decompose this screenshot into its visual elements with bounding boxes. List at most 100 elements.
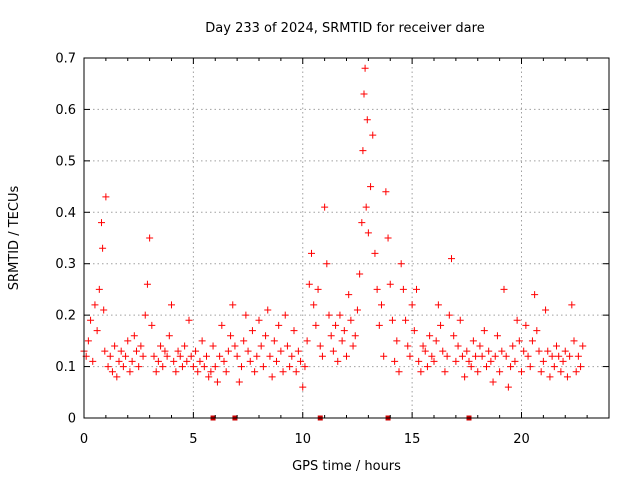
data-point	[380, 352, 388, 360]
data-point	[312, 321, 320, 329]
data-point	[553, 342, 560, 350]
data-point	[165, 332, 173, 340]
data-point	[207, 368, 215, 376]
data-point	[240, 337, 248, 345]
data-point	[248, 327, 256, 335]
data-point	[559, 357, 567, 365]
data-point	[332, 321, 340, 329]
data-point	[279, 368, 287, 376]
axis-ticks: 0 0.1 0.2 0.3 0.4 0.5 0.6 0.7 0 5 10 15 20	[55, 52, 610, 447]
data-point	[227, 332, 235, 340]
data-point	[200, 363, 208, 371]
data-point	[209, 342, 217, 350]
data-point	[111, 342, 119, 350]
data-point	[99, 244, 107, 252]
data-point	[391, 357, 399, 365]
data-point	[522, 321, 530, 329]
data-point	[152, 368, 160, 376]
data-point	[218, 321, 226, 329]
data-point	[359, 147, 367, 155]
data-point	[491, 352, 499, 360]
data-point	[577, 363, 585, 371]
data-point	[489, 378, 497, 386]
data-point	[122, 352, 130, 360]
data-point	[148, 321, 156, 329]
data-point	[402, 316, 410, 324]
data-point	[211, 363, 219, 371]
data-point	[542, 306, 550, 314]
data-point	[364, 229, 372, 237]
data-point	[246, 357, 254, 365]
data-point	[498, 347, 506, 355]
data-point	[496, 368, 504, 376]
data-point	[310, 301, 318, 309]
data-point	[415, 357, 423, 365]
data-point	[467, 363, 475, 371]
data-point	[483, 363, 490, 371]
data-point	[406, 352, 414, 360]
data-point	[351, 332, 359, 340]
data-point	[150, 352, 158, 360]
data-point	[338, 337, 346, 345]
y-tick-label: 0.4	[55, 206, 76, 221]
data-point	[526, 363, 534, 371]
data-point	[104, 363, 112, 371]
data-point	[450, 332, 458, 340]
y-tick-label: 0.2	[55, 309, 76, 324]
data-point	[539, 357, 547, 365]
data-point	[168, 301, 175, 309]
data-point	[404, 342, 412, 350]
data-point	[531, 291, 539, 299]
data-point	[106, 352, 114, 360]
data-point	[515, 337, 523, 345]
data-point	[321, 203, 329, 211]
data-point	[266, 352, 274, 360]
data-point	[181, 342, 189, 350]
data-point	[441, 368, 449, 376]
data-point	[128, 357, 136, 365]
data-point	[231, 342, 239, 350]
data-point	[399, 285, 407, 293]
data-point	[566, 352, 574, 360]
data-point	[550, 363, 558, 371]
data-point	[216, 352, 224, 360]
data-point	[308, 249, 315, 257]
data-point	[115, 357, 123, 365]
data-point	[537, 368, 545, 376]
data-point	[445, 311, 453, 319]
data-point	[334, 357, 342, 365]
data-point	[410, 327, 418, 335]
data-point	[84, 337, 92, 345]
data-point	[373, 285, 381, 293]
data-point	[108, 368, 116, 376]
x-tick-label: 10	[294, 432, 311, 447]
data-point	[443, 352, 451, 360]
data-point	[454, 342, 462, 350]
data-point	[548, 352, 556, 360]
data-point	[509, 342, 517, 350]
data-point	[524, 352, 532, 360]
y-tick-label: 0.6	[55, 103, 76, 118]
data-point	[535, 347, 543, 355]
data-point	[117, 347, 125, 355]
data-point	[255, 316, 263, 324]
data-point	[143, 280, 151, 288]
data-point	[316, 342, 324, 350]
data-point	[233, 352, 241, 360]
data-point	[572, 368, 580, 376]
data-point	[356, 270, 364, 278]
data-point	[133, 347, 140, 355]
data-point	[262, 332, 270, 340]
data-point	[288, 352, 296, 360]
data-point	[325, 311, 333, 319]
data-point	[124, 337, 132, 345]
data-point	[353, 306, 361, 314]
data-point	[465, 357, 473, 365]
data-point	[426, 332, 434, 340]
data-point	[469, 337, 477, 345]
data-point	[430, 357, 438, 365]
data-point	[137, 342, 145, 350]
data-point	[259, 363, 267, 371]
data-point	[161, 347, 169, 355]
data-point	[154, 357, 162, 365]
